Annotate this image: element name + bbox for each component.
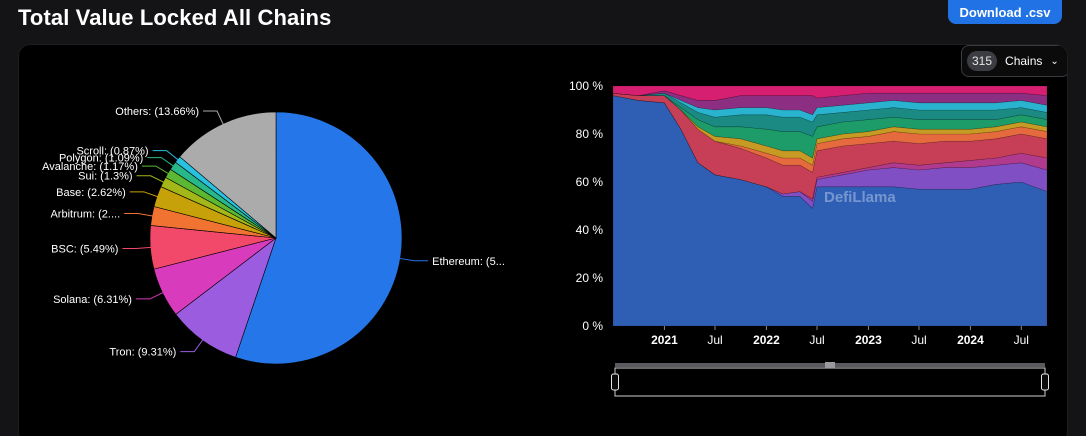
x-tick-label: Jul bbox=[809, 333, 824, 347]
area-series-group bbox=[612, 85, 1048, 327]
pie-leader-others bbox=[203, 110, 225, 126]
pie-leader-arbitrum bbox=[124, 212, 155, 217]
pie-leader-polygon bbox=[147, 157, 175, 168]
pie-leader-base bbox=[129, 191, 160, 198]
pie-leader-ethereum bbox=[398, 257, 429, 262]
x-tick-label: Jul bbox=[707, 333, 722, 347]
pie-label-sui: Sui: (1.3%) bbox=[78, 171, 132, 183]
pie-leader-avalanche bbox=[141, 165, 170, 175]
x-tick-label: 2022 bbox=[753, 333, 780, 347]
area-series-0[interactable] bbox=[612, 95, 1048, 327]
x-tick-label: Jul bbox=[911, 333, 926, 347]
pie-label-others: Others: (13.66%) bbox=[115, 106, 199, 118]
pie-label-base: Base: (2.62%) bbox=[56, 187, 126, 199]
chart-panel: Ethereum: (5... Tron: (9.31%) Solana: (6.3… bbox=[18, 44, 1068, 436]
chevron-down-icon: ⌄ bbox=[1050, 55, 1059, 67]
x-tick-label: 2021 bbox=[651, 333, 678, 347]
x-tick-label: 2023 bbox=[855, 333, 882, 347]
range-slider-grip[interactable] bbox=[825, 362, 835, 368]
watermark-text: DefiLlama bbox=[824, 189, 896, 206]
pie-chart: Ethereum: (5... Tron: (9.31%) Solana: (6.3… bbox=[42, 106, 505, 365]
chain-select-label: Chains bbox=[1005, 54, 1043, 68]
download-csv-button[interactable]: Download .csv bbox=[948, 0, 1062, 24]
area-series-1[interactable] bbox=[612, 95, 1048, 209]
pie-leader-bsc bbox=[122, 246, 153, 249]
area-series-2[interactable] bbox=[612, 95, 1048, 202]
pie-label-arbitrum: Arbitrum: (2.... bbox=[50, 208, 120, 220]
y-tick-label: 20 % bbox=[576, 271, 604, 285]
pie-label-ethereum: Ethereum: (5... bbox=[432, 256, 505, 268]
area-series-6[interactable] bbox=[612, 92, 1048, 159]
y-tick-label: 40 % bbox=[576, 223, 604, 237]
area-series-4[interactable] bbox=[612, 92, 1048, 173]
y-tick-label: 100 % bbox=[569, 79, 603, 93]
pie-label-tron: Tron: (9.31%) bbox=[109, 347, 176, 359]
range-slider-right-handle[interactable] bbox=[1041, 373, 1049, 391]
x-tick-label: 2024 bbox=[957, 333, 984, 347]
area-chart: DefiLlama 0 % 20 % 40 % 60 % 80 % 100 % 2021 Ju… bbox=[569, 79, 1049, 397]
pie-label-scroll: Scroll: (0.87%) bbox=[76, 146, 148, 158]
pie-label-polygon: Polygon: (1.09%) bbox=[59, 153, 143, 165]
chain-count-badge: 315 bbox=[967, 51, 998, 71]
pie-leader-scroll bbox=[152, 150, 180, 162]
area-series-10[interactable] bbox=[612, 85, 1048, 101]
pie-label-avalanche: Avalanche: (1.17%) bbox=[42, 161, 138, 173]
pie-leader-tron bbox=[180, 338, 205, 353]
y-tick-label: 0 % bbox=[582, 319, 603, 333]
x-tick-label: Jul bbox=[1014, 333, 1029, 347]
range-slider-left-handle[interactable] bbox=[611, 373, 619, 391]
pie-leader-solana bbox=[135, 291, 165, 300]
page-title: Total Value Locked All Chains bbox=[18, 5, 332, 30]
range-slider-window[interactable] bbox=[614, 367, 1046, 397]
area-series-3[interactable] bbox=[612, 92, 1048, 200]
pie-leader-sui bbox=[136, 175, 166, 184]
y-tick-label: 80 % bbox=[576, 127, 604, 141]
pie-label-bsc: BSC: (5.49%) bbox=[51, 243, 118, 255]
y-tick-label: 60 % bbox=[576, 175, 604, 189]
pie-label-solana: Solana: (6.31%) bbox=[53, 294, 132, 306]
chain-count-select[interactable]: 315 Chains ⌄ bbox=[961, 45, 1067, 77]
